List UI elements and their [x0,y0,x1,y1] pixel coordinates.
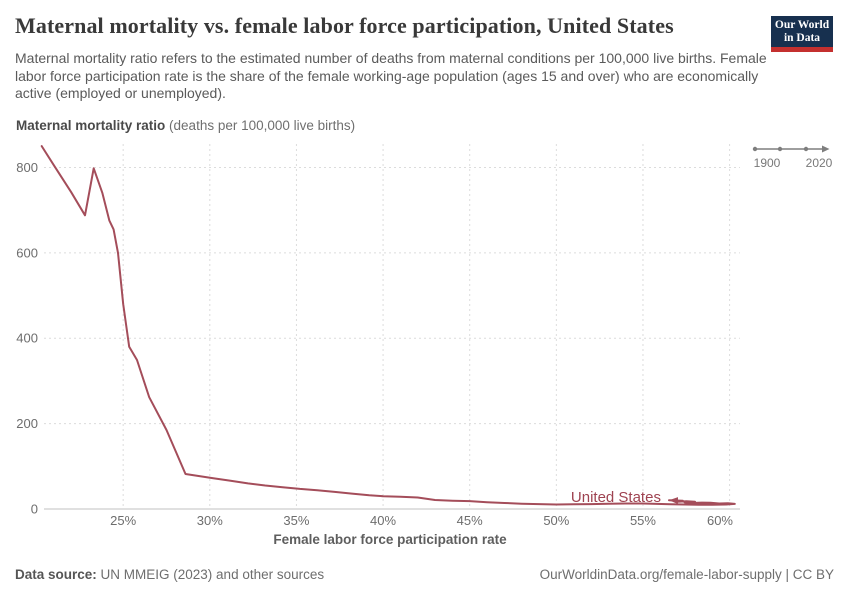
timeline-dot [777,146,783,152]
series-label-united-states[interactable]: United States [571,489,661,506]
chart-subtitle: Maternal mortality ratio refers to the e… [15,50,767,101]
x-tick-label: 50% [543,513,569,528]
x-tick-label: 45% [457,513,483,528]
x-tick-label: 40% [370,513,396,528]
timeline-start-year: 1900 [754,156,781,170]
owid-logo[interactable]: Our World in Data [771,16,833,52]
y-axis-units: (deaths per 100,000 live births) [165,118,356,133]
y-tick-label: 600 [16,245,38,260]
x-tick-labels: 25% 30% 35% 40% 45% 50% 55% 60% [110,513,733,528]
x-tick-label: 25% [110,513,136,528]
timeline-arrow-icon [822,145,830,153]
data-source: Data source: UN MMEIG (2023) and other s… [15,567,324,582]
timeline-dot [752,146,758,152]
owid-logo-line2: in Data [783,32,821,44]
x-tick-label: 30% [197,513,223,528]
y-tick-label: 200 [16,416,38,431]
x-tick-label: 35% [283,513,309,528]
y-axis-header: Maternal mortality ratio (deaths per 100… [16,118,355,133]
x-tick-label: 60% [707,513,733,528]
chart-footer: Data source: UN MMEIG (2023) and other s… [15,567,834,582]
chart-title: Maternal mortality vs. female labor forc… [15,13,674,38]
x-tick-label: 55% [630,513,656,528]
gridlines-x [122,144,731,509]
y-axis-title: Maternal mortality ratio [16,118,166,133]
y-tick-label: 800 [16,160,38,175]
series-line-united-states[interactable] [40,145,736,506]
timeline-dot [803,146,809,152]
credit-link[interactable]: OurWorldinData.org/female-labor-supply |… [539,567,834,582]
timeline-indicator: 1900 2020 [752,145,833,170]
x-axis-title: Female labor force participation rate [273,532,507,547]
y-tick-label: 400 [16,331,38,346]
gridlines-y [44,166,740,425]
owid-logo-line1: Our World [774,19,830,31]
y-tick-labels: 0 200 400 600 800 [16,160,38,517]
data-source-label: Data source: [15,567,97,582]
y-tick-label: 0 [31,502,38,517]
data-source-text: UN MMEIG (2023) and other sources [96,567,325,582]
timeline-end-year: 2020 [806,156,833,170]
